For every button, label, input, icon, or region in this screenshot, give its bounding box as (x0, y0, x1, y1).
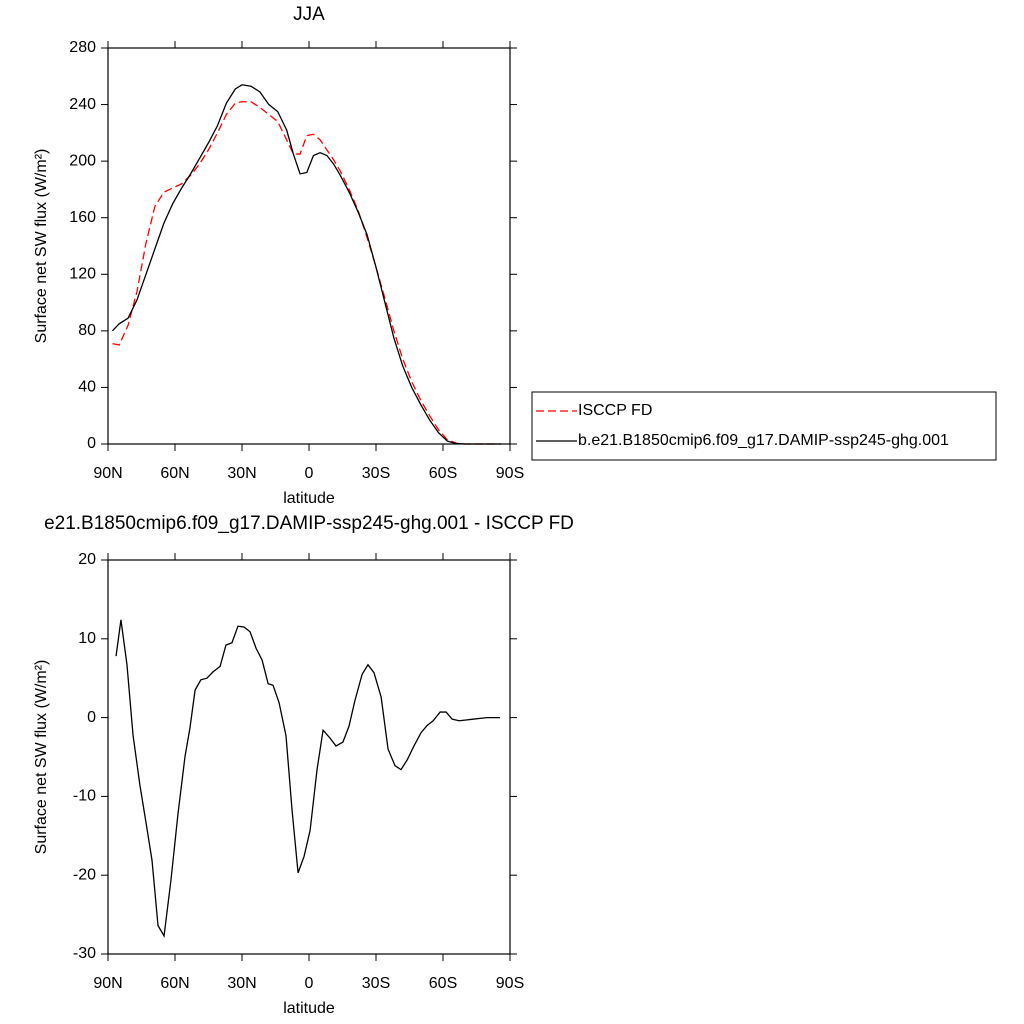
data-line (112, 101, 502, 445)
data-line (111, 84, 502, 445)
x-tick-label: 90S (496, 465, 524, 482)
y-tick-label: 0 (87, 435, 96, 452)
y-axis-label: Surface net SW flux (W/m²) (33, 149, 50, 344)
y-tick-label: 160 (69, 209, 96, 226)
y-tick-label: 80 (78, 322, 96, 339)
y-tick-label: 240 (69, 96, 96, 113)
legend-label: ISCCP FD (578, 402, 652, 419)
y-tick-label: -20 (73, 866, 96, 883)
plot-frame (107, 47, 511, 445)
x-tick-label: 30S (362, 465, 390, 482)
x-tick-label: 30N (227, 465, 256, 482)
x-tick-label: 60S (429, 465, 457, 482)
chart-title: e21.B1850cmip6.f09_g17.DAMIP-ssp245-ghg.… (44, 513, 574, 534)
y-tick-label: 40 (78, 379, 96, 396)
y-tick-label: 10 (78, 630, 96, 647)
x-tick-label: 90N (93, 975, 122, 992)
x-tick-label: 90S (496, 975, 524, 992)
y-tick-label: -30 (73, 945, 96, 962)
legend-box (531, 391, 997, 461)
x-axis-label: latitude (283, 1000, 335, 1017)
y-tick-label: 0 (87, 709, 96, 726)
x-tick-label: 0 (305, 465, 314, 482)
x-tick-label: 90N (93, 465, 122, 482)
y-tick-label: -10 (73, 788, 96, 805)
x-tick-label: 60N (160, 975, 189, 992)
data-line (115, 619, 500, 938)
x-tick-label: 0 (305, 975, 314, 992)
chart-title: JJA (293, 4, 325, 25)
x-tick-label: 30N (227, 975, 256, 992)
y-tick-label: 200 (69, 152, 96, 169)
x-tick-label: 60S (429, 975, 457, 992)
y-tick-label: 20 (78, 551, 96, 568)
y-tick-label: 280 (69, 39, 96, 56)
legend-label: b.e21.B1850cmip6.f09_g17.DAMIP-ssp245-gh… (578, 432, 949, 449)
y-tick-label: 120 (69, 266, 96, 283)
x-tick-label: 30S (362, 975, 390, 992)
x-tick-label: 60N (160, 465, 189, 482)
plot-frame (107, 559, 511, 955)
y-axis-label: Surface net SW flux (W/m²) (33, 660, 50, 855)
x-axis-label: latitude (283, 490, 335, 507)
